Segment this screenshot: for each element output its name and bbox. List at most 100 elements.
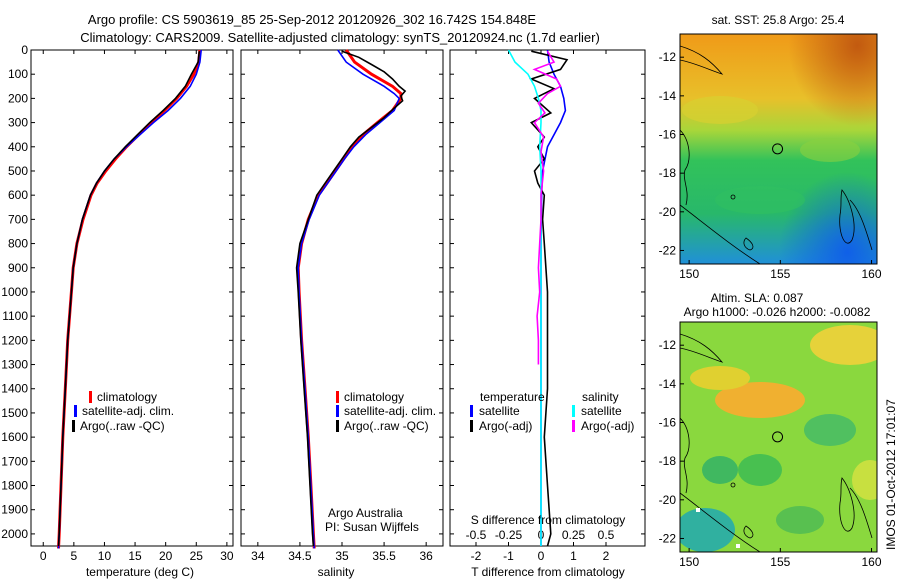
sst-map-field — [680, 34, 877, 264]
satellite-adj-line — [57, 49, 202, 549]
difference-xlabel-top: S difference from climatology — [471, 513, 626, 527]
sla-argo-location-marker — [772, 431, 784, 443]
s-tick-label: -0.5 — [466, 528, 487, 542]
map-y-tick-label: -16 — [659, 416, 677, 430]
pressure-tick-label: 1600 — [1, 430, 28, 444]
map-x-tick-label: 150 — [679, 267, 699, 281]
temperature-xlabel: temperature (deg C) — [86, 565, 194, 579]
pressure-tick-label: 1500 — [1, 406, 28, 420]
sla-map-field — [680, 322, 877, 552]
x-tick-label: 15 — [128, 549, 142, 563]
sla-map-title-line1: Altim. SLA: 0.087 — [711, 291, 804, 305]
legend-label-s-argo: Argo(-adj) — [581, 419, 634, 433]
credit-pi: PI: Susan Wijffels — [325, 520, 419, 534]
map-x-tick-label: 160 — [862, 267, 882, 281]
legend-swatch-satellite-adj — [74, 405, 77, 417]
pressure-tick-label: 1800 — [1, 479, 28, 493]
s-tick-label: 0.5 — [598, 528, 615, 542]
pressure-tick-label: 1900 — [1, 503, 28, 517]
pressure-tick-label: 1200 — [1, 333, 28, 347]
climatology-line-s — [296, 49, 403, 549]
argo-line — [57, 51, 201, 547]
legend-header-salinity: salinity — [582, 390, 619, 404]
x-tick-label: 36 — [419, 549, 433, 563]
sst-argo-location-marker — [772, 143, 784, 155]
legend-label-s-satellite: satellite — [581, 404, 622, 418]
pressure-tick-label: 900 — [8, 261, 28, 275]
pressure-tick-label: 1000 — [1, 285, 28, 299]
legend-label-t-satellite: satellite — [479, 404, 520, 418]
x-tick-label: 34.5 — [288, 549, 312, 563]
legend-swatch-t-satellite — [470, 405, 473, 417]
argo-line-s — [295, 50, 407, 547]
s-argo-line — [532, 50, 562, 365]
pressure-tick-labels: 0 100 200 300 400 500 600 700 800 900 1000 1100 1200… — [1, 43, 28, 541]
x-tick-label: 20 — [159, 549, 173, 563]
temperature-x-ticks: 0 5 10 15 20 25 30 — [40, 50, 234, 563]
map-y-tick-label: -14 — [659, 377, 677, 391]
map-x-tick-label: 155 — [770, 267, 790, 281]
legend-swatch-satellite-adj-s — [336, 405, 339, 417]
legend-label-argo: Argo(..raw -QC) — [80, 419, 165, 433]
pressure-tick-label: 2000 — [1, 527, 28, 541]
t-argo-line — [529, 50, 569, 547]
s-tick-label: 0.25 — [562, 528, 586, 542]
temperature-legend: climatology satellite-adj. clim. Argo(..… — [72, 390, 174, 433]
pressure-tick-label: 100 — [8, 67, 28, 81]
salinity-series — [295, 49, 407, 549]
sla-map-title-line2: Argo h1000: -0.026 h2000: -0.0082 — [684, 305, 871, 319]
sla-map-ticks: 150 155 160 -12 -14 -16 -18 -20 -22 — [659, 338, 882, 569]
credit-org: Argo Australia — [328, 506, 403, 520]
pressure-tick-label: 1400 — [1, 382, 28, 396]
legend-swatch-climatology — [89, 391, 92, 403]
difference-legend: temperature salinity satellite Argo(-adj… — [470, 390, 634, 433]
salinity-x-ticks: 34 34.5 35 35.5 36 — [251, 50, 433, 563]
map-y-tick-label: -12 — [659, 50, 677, 64]
x-tick-label: 2 — [603, 549, 610, 563]
map-y-tick-label: -22 — [659, 531, 677, 545]
t-satellite-line — [540, 49, 567, 546]
map-y-tick-label: -16 — [659, 128, 677, 142]
map-y-tick-label: -18 — [659, 166, 677, 180]
figure-title-line2: Climatology: CARS2009. Satellite-adjuste… — [80, 30, 600, 45]
salinity-legend: climatology satellite-adj. clim. Argo(..… — [336, 390, 436, 433]
legend-label-climatology: climatology — [97, 390, 157, 404]
imos-timestamp: IMOS 01-Oct-2012 17:01:07 — [884, 399, 898, 550]
x-tick-label: 0 — [40, 549, 47, 563]
pressure-tick-label: 200 — [8, 91, 28, 105]
figure-title-line1: Argo profile: CS 5903619_85 25-Sep-2012 … — [88, 12, 536, 27]
map-x-tick-label: 160 — [862, 555, 882, 569]
s-tick-label: -0.25 — [495, 528, 523, 542]
map-x-tick-label: 150 — [679, 555, 699, 569]
pressure-tick-label: 1100 — [2, 309, 28, 323]
satellite-adj-line-s — [297, 49, 401, 549]
legend-swatch-t-argo — [470, 420, 473, 432]
map-y-tick-label: -14 — [659, 89, 677, 103]
x-tick-label: 0 — [538, 549, 545, 563]
legend-label-argo-s: Argo(..raw -QC) — [344, 419, 429, 433]
legend-swatch-argo — [72, 420, 75, 432]
x-tick-label: 25 — [190, 549, 204, 563]
pressure-tick-label: 1300 — [1, 358, 28, 372]
pressure-tick-label: 500 — [8, 164, 28, 178]
legend-label-satellite-adj: satellite-adj. clim. — [82, 404, 174, 418]
legend-label-satellite-adj-s: satellite-adj. clim. — [344, 404, 436, 418]
map-y-tick-label: -18 — [659, 454, 677, 468]
pressure-tick-label: 800 — [8, 237, 28, 251]
map-y-tick-label: -20 — [659, 205, 677, 219]
legend-label-climatology-s: climatology — [344, 390, 404, 404]
salinity-panel-frame — [240, 49, 444, 547]
difference-s-ticks: -0.5 -0.25 0 0.25 0.5 — [466, 528, 615, 542]
x-tick-label: 30 — [220, 549, 234, 563]
x-tick-label: 34 — [251, 549, 265, 563]
map-y-tick-label: -20 — [659, 493, 677, 507]
temperature-series — [57, 49, 202, 549]
salinity-xlabel: salinity — [318, 565, 355, 579]
sst-map-ticks: 150 155 160 -12 -14 -16 -18 -20 -22 — [659, 50, 882, 281]
map-y-tick-label: -22 — [659, 243, 677, 257]
legend-swatch-climatology-s — [336, 391, 339, 403]
pressure-tick-label: 700 — [8, 212, 28, 226]
pressure-tick-label: 600 — [8, 188, 28, 202]
pressure-tick-label: 1700 — [1, 454, 28, 468]
